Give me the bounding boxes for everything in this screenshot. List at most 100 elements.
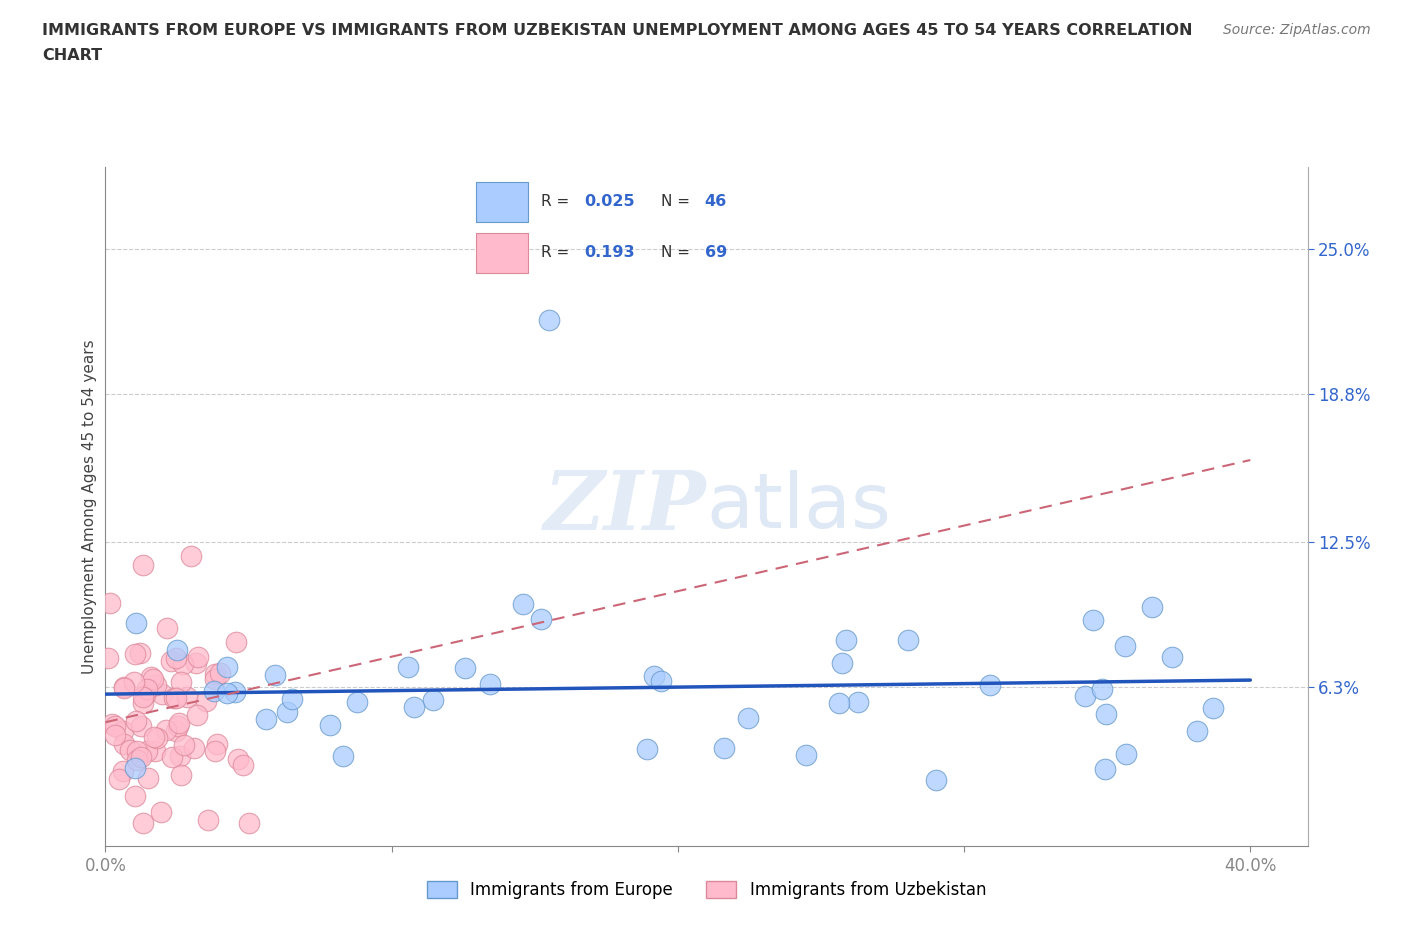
Point <box>172 657 194 671</box>
Point <box>924 773 946 788</box>
Point <box>204 671 226 686</box>
Point <box>167 719 190 734</box>
Point <box>650 673 672 688</box>
Point <box>197 812 219 827</box>
Point <box>846 695 869 710</box>
Point <box>1160 650 1182 665</box>
Point <box>643 669 665 684</box>
Point <box>165 690 187 705</box>
Point <box>186 656 208 671</box>
Point <box>204 743 226 758</box>
Legend: Immigrants from Europe, Immigrants from Uzbekistan: Immigrants from Europe, Immigrants from … <box>420 874 993 906</box>
Point <box>713 740 735 755</box>
Point <box>145 678 167 693</box>
Point <box>136 682 159 697</box>
Point <box>101 717 124 732</box>
Point <box>152 686 174 701</box>
Text: Source: ZipAtlas.com: Source: ZipAtlas.com <box>1223 23 1371 37</box>
Point <box>135 743 157 758</box>
Point <box>346 695 368 710</box>
Point <box>1115 746 1137 761</box>
Point <box>737 711 759 725</box>
Point <box>264 668 287 683</box>
Point <box>1095 706 1118 721</box>
Point <box>104 727 127 742</box>
Point <box>831 655 853 670</box>
Text: IMMIGRANTS FROM EUROPE VS IMMIGRANTS FROM UZBEKISTAN UNEMPLOYMENT AMONG AGES 45 : IMMIGRANTS FROM EUROPE VS IMMIGRANTS FRO… <box>42 23 1192 38</box>
Point <box>186 708 208 723</box>
Point <box>150 804 173 819</box>
Point <box>194 694 217 709</box>
Point <box>120 742 142 757</box>
Point <box>1202 701 1225 716</box>
Point <box>1114 639 1136 654</box>
Point <box>167 715 190 730</box>
Point <box>143 744 166 759</box>
Point <box>217 685 239 700</box>
Point <box>512 596 534 611</box>
Point <box>170 674 193 689</box>
Point <box>125 753 148 768</box>
Text: CHART: CHART <box>42 48 103 63</box>
Point <box>163 691 186 706</box>
Point <box>183 740 205 755</box>
Point <box>422 693 444 708</box>
Point <box>129 645 152 660</box>
Point <box>124 789 146 804</box>
Point <box>1142 600 1164 615</box>
Point <box>402 699 425 714</box>
Point <box>979 678 1001 693</box>
Point <box>162 750 184 764</box>
Point <box>225 634 247 649</box>
Point <box>215 660 238 675</box>
Point <box>165 651 187 666</box>
Point <box>166 643 188 658</box>
Point <box>281 692 304 707</box>
Point <box>156 620 179 635</box>
Text: atlas: atlas <box>707 470 891 544</box>
Point <box>104 718 127 733</box>
Point <box>132 816 155 830</box>
Point <box>112 724 135 738</box>
Point <box>127 743 149 758</box>
Point <box>129 718 152 733</box>
Point <box>143 729 166 744</box>
Point <box>205 737 228 751</box>
Point <box>454 661 477 676</box>
Point <box>180 549 202 564</box>
Point <box>114 680 136 695</box>
Point <box>125 615 148 630</box>
Point <box>112 680 135 695</box>
Point <box>97 651 120 666</box>
Point <box>1073 688 1095 703</box>
Point <box>132 695 155 710</box>
Point <box>125 714 148 729</box>
Point <box>187 650 209 665</box>
Point <box>318 717 340 732</box>
Text: ZIP: ZIP <box>544 467 707 547</box>
Point <box>129 751 152 765</box>
Point <box>396 659 419 674</box>
Point <box>224 685 246 700</box>
Point <box>209 666 232 681</box>
Point <box>794 748 817 763</box>
Point <box>1083 613 1105 628</box>
Point <box>131 690 153 705</box>
Point <box>139 669 162 684</box>
Point <box>173 737 195 752</box>
Point <box>169 749 191 764</box>
Point <box>170 768 193 783</box>
Point <box>538 312 561 327</box>
Point <box>98 596 121 611</box>
Y-axis label: Unemployment Among Ages 45 to 54 years: Unemployment Among Ages 45 to 54 years <box>82 339 97 674</box>
Point <box>146 730 169 745</box>
Point <box>136 771 159 786</box>
Point <box>124 760 146 775</box>
Point <box>478 677 501 692</box>
Point <box>238 816 260 830</box>
Point <box>835 632 858 647</box>
Point <box>276 704 298 719</box>
Point <box>254 711 277 726</box>
Point <box>112 764 135 778</box>
Point <box>897 632 920 647</box>
